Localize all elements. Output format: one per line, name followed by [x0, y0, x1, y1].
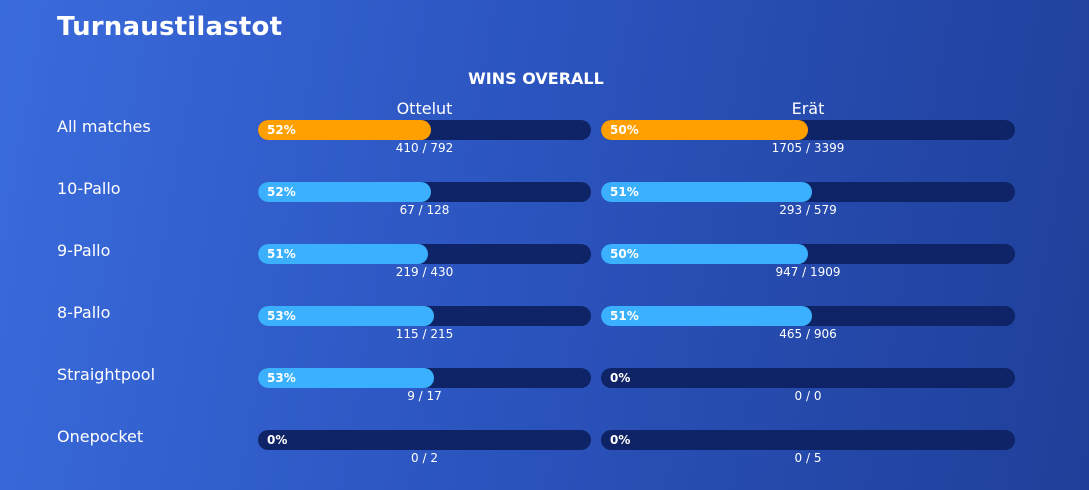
frames-count: 947 / 1909 [775, 265, 841, 279]
frames-progress-fill [601, 182, 813, 202]
matches-progress-bar: 53% [258, 306, 591, 326]
frames-progress-bar: 51% [601, 306, 1015, 326]
matches-progress-fill [258, 244, 428, 264]
row-label: Straightpool [57, 365, 156, 384]
matches-percent-label: 0% [267, 433, 288, 447]
row-label: 10-Pallo [57, 179, 121, 198]
frames-percent-label: 50% [610, 247, 639, 261]
matches-percent-label: 53% [267, 309, 296, 323]
frames-percent-label: 51% [610, 309, 639, 323]
frames-percent-label: 50% [610, 123, 639, 137]
matches-count: 115 / 215 [395, 327, 454, 341]
section-title: WINS OVERALL [468, 69, 604, 88]
row-label: Onepocket [57, 427, 144, 446]
matches-progress-fill [258, 306, 435, 326]
frames-progress-bar: 0% [601, 368, 1015, 388]
frames-count: 1705 / 3399 [771, 141, 845, 155]
matches-progress-fill [258, 120, 432, 140]
frames-count: 0 / 5 [794, 451, 822, 465]
frames-progress-bar: 50% [601, 120, 1015, 140]
matches-progress-bar: 52% [258, 120, 591, 140]
matches-percent-label: 53% [267, 371, 296, 385]
frames-count: 0 / 0 [794, 389, 822, 403]
frames-percent-label: 0% [610, 433, 631, 447]
row-label: 9-Pallo [57, 241, 111, 260]
matches-percent-label: 51% [267, 247, 296, 261]
row-label: All matches [57, 117, 151, 136]
matches-progress-bar: 0% [258, 430, 591, 450]
matches-count: 67 / 128 [399, 203, 450, 217]
frames-progress-fill [601, 244, 808, 264]
frames-percent-label: 51% [610, 185, 639, 199]
frames-progress-bar: 51% [601, 182, 1015, 202]
matches-count: 9 / 17 [407, 389, 442, 403]
matches-count: 410 / 792 [395, 141, 454, 155]
matches-progress-fill [258, 368, 435, 388]
matches-progress-bar: 52% [258, 182, 591, 202]
matches-count: 219 / 430 [395, 265, 454, 279]
column-header-matches: Ottelut [396, 99, 453, 118]
frames-progress-bar: 0% [601, 430, 1015, 450]
frames-count: 465 / 906 [779, 327, 837, 341]
frames-progress-fill [601, 306, 813, 326]
frames-percent-label: 0% [610, 371, 631, 385]
row-label: 8-Pallo [57, 303, 111, 322]
page-title: Turnaustilastot [57, 12, 283, 42]
matches-count: 0 / 2 [411, 451, 438, 465]
matches-progress-fill [258, 182, 432, 202]
matches-progress-bar: 51% [258, 244, 591, 264]
matches-percent-label: 52% [267, 123, 296, 137]
column-header-frames: Erät [791, 99, 825, 118]
frames-progress-bar: 50% [601, 244, 1015, 264]
frames-progress-fill [601, 120, 808, 140]
matches-percent-label: 52% [267, 185, 296, 199]
matches-progress-bar: 53% [258, 368, 591, 388]
frames-count: 293 / 579 [779, 203, 837, 217]
